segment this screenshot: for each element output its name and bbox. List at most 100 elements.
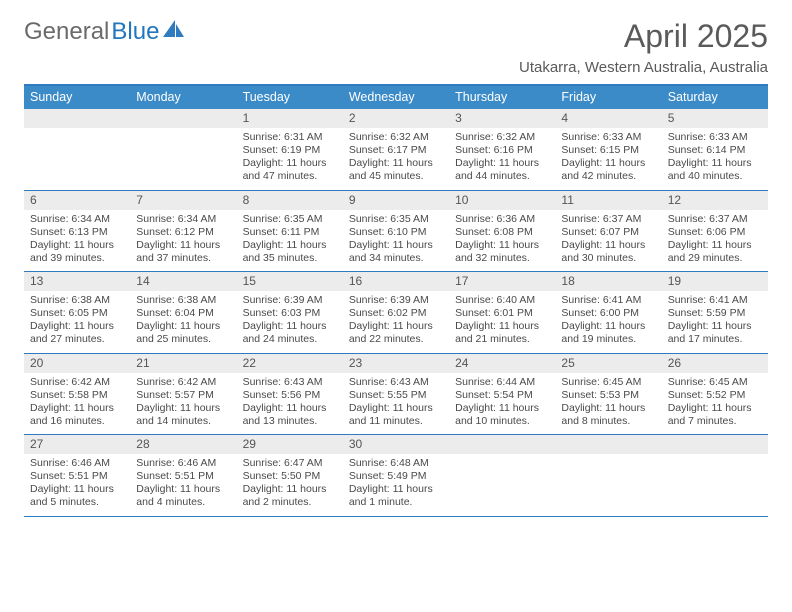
day-cell: 5Sunrise: 6:33 AMSunset: 6:14 PMDaylight… <box>662 109 768 190</box>
day-info-line: Daylight: 11 hours and 2 minutes. <box>243 483 337 509</box>
day-info-line: Sunset: 6:11 PM <box>243 226 337 239</box>
day-body: Sunrise: 6:35 AMSunset: 6:11 PMDaylight:… <box>237 210 343 272</box>
day-body: Sunrise: 6:43 AMSunset: 5:56 PMDaylight:… <box>237 373 343 435</box>
day-cell <box>555 435 661 516</box>
day-number: 23 <box>343 354 449 373</box>
day-body: Sunrise: 6:42 AMSunset: 5:57 PMDaylight:… <box>130 373 236 435</box>
day-cell: 12Sunrise: 6:37 AMSunset: 6:06 PMDayligh… <box>662 191 768 272</box>
day-cell: 19Sunrise: 6:41 AMSunset: 5:59 PMDayligh… <box>662 272 768 353</box>
day-info-line: Sunset: 5:54 PM <box>455 389 549 402</box>
day-cell: 1Sunrise: 6:31 AMSunset: 6:19 PMDaylight… <box>237 109 343 190</box>
day-info-line: Sunset: 6:06 PM <box>668 226 762 239</box>
day-number: 12 <box>662 191 768 210</box>
day-number <box>555 435 661 454</box>
day-body <box>449 454 555 515</box>
day-body: Sunrise: 6:43 AMSunset: 5:55 PMDaylight:… <box>343 373 449 435</box>
day-cell: 10Sunrise: 6:36 AMSunset: 6:08 PMDayligh… <box>449 191 555 272</box>
day-number: 19 <box>662 272 768 291</box>
day-cell: 29Sunrise: 6:47 AMSunset: 5:50 PMDayligh… <box>237 435 343 516</box>
logo-sail-icon <box>163 20 185 38</box>
day-info-line: Sunrise: 6:44 AM <box>455 376 549 389</box>
day-info-line: Daylight: 11 hours and 42 minutes. <box>561 157 655 183</box>
day-info-line: Daylight: 11 hours and 5 minutes. <box>30 483 124 509</box>
day-number: 13 <box>24 272 130 291</box>
day-body: Sunrise: 6:36 AMSunset: 6:08 PMDaylight:… <box>449 210 555 272</box>
day-number: 27 <box>24 435 130 454</box>
day-info-line: Sunset: 6:04 PM <box>136 307 230 320</box>
day-info-line: Sunset: 6:15 PM <box>561 144 655 157</box>
day-info-line: Daylight: 11 hours and 11 minutes. <box>349 402 443 428</box>
day-cell <box>130 109 236 190</box>
day-info-line: Sunrise: 6:32 AM <box>455 131 549 144</box>
day-info-line: Sunrise: 6:39 AM <box>349 294 443 307</box>
day-info-line: Sunrise: 6:38 AM <box>30 294 124 307</box>
day-number <box>24 109 130 128</box>
day-info-line: Daylight: 11 hours and 35 minutes. <box>243 239 337 265</box>
day-number: 18 <box>555 272 661 291</box>
day-info-line: Sunset: 6:00 PM <box>561 307 655 320</box>
day-body: Sunrise: 6:38 AMSunset: 6:04 PMDaylight:… <box>130 291 236 353</box>
day-info-line: Sunrise: 6:40 AM <box>455 294 549 307</box>
day-number: 7 <box>130 191 236 210</box>
day-info-line: Sunset: 6:14 PM <box>668 144 762 157</box>
day-info-line: Sunrise: 6:34 AM <box>30 213 124 226</box>
day-info-line: Sunrise: 6:32 AM <box>349 131 443 144</box>
week-row: 27Sunrise: 6:46 AMSunset: 5:51 PMDayligh… <box>24 435 768 517</box>
day-info-line: Daylight: 11 hours and 10 minutes. <box>455 402 549 428</box>
day-cell: 27Sunrise: 6:46 AMSunset: 5:51 PMDayligh… <box>24 435 130 516</box>
day-info-line: Sunrise: 6:46 AM <box>30 457 124 470</box>
day-info-line: Sunset: 6:19 PM <box>243 144 337 157</box>
day-info-line: Daylight: 11 hours and 39 minutes. <box>30 239 124 265</box>
day-info-line: Sunrise: 6:42 AM <box>30 376 124 389</box>
day-cell: 16Sunrise: 6:39 AMSunset: 6:02 PMDayligh… <box>343 272 449 353</box>
header-row: GeneralBlue April 2025 <box>24 18 768 55</box>
day-body: Sunrise: 6:39 AMSunset: 6:02 PMDaylight:… <box>343 291 449 353</box>
day-info-line: Daylight: 11 hours and 32 minutes. <box>455 239 549 265</box>
day-body <box>555 454 661 515</box>
day-info-line: Daylight: 11 hours and 45 minutes. <box>349 157 443 183</box>
day-info-line: Sunrise: 6:34 AM <box>136 213 230 226</box>
day-body <box>662 454 768 515</box>
day-body: Sunrise: 6:42 AMSunset: 5:58 PMDaylight:… <box>24 373 130 435</box>
day-info-line: Sunset: 5:56 PM <box>243 389 337 402</box>
day-info-line: Sunrise: 6:48 AM <box>349 457 443 470</box>
day-info-line: Sunrise: 6:41 AM <box>668 294 762 307</box>
day-body: Sunrise: 6:35 AMSunset: 6:10 PMDaylight:… <box>343 210 449 272</box>
day-info-line: Sunrise: 6:47 AM <box>243 457 337 470</box>
day-cell: 22Sunrise: 6:43 AMSunset: 5:56 PMDayligh… <box>237 354 343 435</box>
day-info-line: Sunset: 5:58 PM <box>30 389 124 402</box>
day-number: 20 <box>24 354 130 373</box>
day-info-line: Daylight: 11 hours and 27 minutes. <box>30 320 124 346</box>
day-info-line: Sunset: 5:55 PM <box>349 389 443 402</box>
day-cell <box>662 435 768 516</box>
day-cell: 20Sunrise: 6:42 AMSunset: 5:58 PMDayligh… <box>24 354 130 435</box>
day-cell: 2Sunrise: 6:32 AMSunset: 6:17 PMDaylight… <box>343 109 449 190</box>
day-number: 22 <box>237 354 343 373</box>
day-info-line: Sunrise: 6:46 AM <box>136 457 230 470</box>
day-info-line: Daylight: 11 hours and 19 minutes. <box>561 320 655 346</box>
day-cell: 13Sunrise: 6:38 AMSunset: 6:05 PMDayligh… <box>24 272 130 353</box>
day-body: Sunrise: 6:33 AMSunset: 6:15 PMDaylight:… <box>555 128 661 190</box>
day-number: 15 <box>237 272 343 291</box>
day-number: 10 <box>449 191 555 210</box>
day-body: Sunrise: 6:38 AMSunset: 6:05 PMDaylight:… <box>24 291 130 353</box>
day-info-line: Sunrise: 6:31 AM <box>243 131 337 144</box>
logo-text-2: Blue <box>111 18 159 46</box>
day-info-line: Sunrise: 6:39 AM <box>243 294 337 307</box>
day-cell: 17Sunrise: 6:40 AMSunset: 6:01 PMDayligh… <box>449 272 555 353</box>
day-info-line: Sunrise: 6:42 AM <box>136 376 230 389</box>
day-body: Sunrise: 6:31 AMSunset: 6:19 PMDaylight:… <box>237 128 343 190</box>
weekday-header: Tuesday <box>237 86 343 109</box>
day-info-line: Daylight: 11 hours and 30 minutes. <box>561 239 655 265</box>
day-info-line: Sunset: 5:52 PM <box>668 389 762 402</box>
day-body: Sunrise: 6:34 AMSunset: 6:12 PMDaylight:… <box>130 210 236 272</box>
day-info-line: Daylight: 11 hours and 8 minutes. <box>561 402 655 428</box>
day-body: Sunrise: 6:34 AMSunset: 6:13 PMDaylight:… <box>24 210 130 272</box>
day-info-line: Daylight: 11 hours and 7 minutes. <box>668 402 762 428</box>
day-number: 5 <box>662 109 768 128</box>
weekday-header-row: SundayMondayTuesdayWednesdayThursdayFrid… <box>24 86 768 109</box>
day-info-line: Sunset: 5:49 PM <box>349 470 443 483</box>
day-cell: 24Sunrise: 6:44 AMSunset: 5:54 PMDayligh… <box>449 354 555 435</box>
title-block: April 2025 <box>624 18 768 55</box>
day-info-line: Sunset: 5:50 PM <box>243 470 337 483</box>
